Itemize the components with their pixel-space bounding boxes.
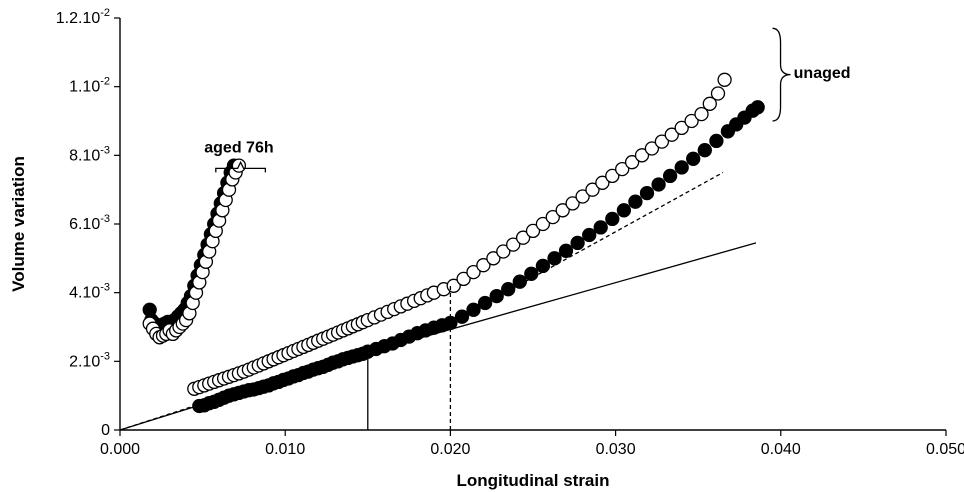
open-circle-point <box>717 72 732 87</box>
open-circle-point <box>545 209 560 225</box>
open-circle-point <box>476 258 491 273</box>
y-tick-label: 4.10-3 <box>69 282 110 302</box>
x-tick-label: 0.010 <box>265 441 305 458</box>
open-circle-point <box>710 86 726 101</box>
filled-circle-point <box>750 100 765 115</box>
dashed-line <box>119 171 724 431</box>
x-tick-label: 0.020 <box>430 441 470 458</box>
open-circle-point <box>664 127 679 142</box>
open-circle-point <box>605 168 620 184</box>
open-circle-point <box>595 175 610 190</box>
open-circle-point <box>486 251 501 266</box>
open-circle-point <box>555 203 570 218</box>
x-tick-label: 0.050 <box>926 441 964 458</box>
filled-circle-point <box>651 177 666 192</box>
aged-brace <box>215 160 267 173</box>
filled-circle-point <box>697 143 712 158</box>
filled-circle-point <box>477 295 493 311</box>
open-circle-point <box>525 223 541 239</box>
unaged-brace <box>772 27 791 122</box>
y-tick-label: 1.10-2 <box>69 76 110 96</box>
y-tick-label-exponent: -2 <box>100 7 110 19</box>
filled-circle-point <box>639 185 655 201</box>
x-tick-label: 0.040 <box>761 441 801 458</box>
y-tick-label-exponent: -3 <box>100 213 110 225</box>
open-circle-point <box>585 182 600 197</box>
filled-circle-point <box>547 251 562 266</box>
open-circle-point <box>634 148 650 163</box>
x-axis-title: Longitudinal strain <box>457 471 610 490</box>
y-tick-label: 6.10-3 <box>69 213 110 233</box>
y-tick-label: 2.10-3 <box>69 350 110 370</box>
open-circle-point <box>496 244 511 259</box>
y-tick-label-base: 2.10 <box>69 353 100 370</box>
y-tick-label-base: 6.10 <box>69 216 100 233</box>
filled-circle-point <box>524 266 539 281</box>
filled-circle-point <box>674 160 689 175</box>
x-tick-label: 0.000 <box>100 441 140 458</box>
filled-circle-point <box>489 288 504 304</box>
y-tick-label-base: 1.2.10 <box>56 10 101 27</box>
y-tick-label: 1.2.10-2 <box>56 7 110 27</box>
filled-circle-point <box>616 203 632 218</box>
open-circle-point <box>615 161 630 177</box>
filled-circle-point <box>535 258 551 274</box>
y-axis-title: Volume variation <box>9 156 28 292</box>
filled-circle-point <box>662 168 678 184</box>
open-circle-point <box>694 106 709 122</box>
open-circle-point <box>466 264 481 280</box>
filled-circle-point <box>686 151 701 166</box>
open-circle-point <box>535 216 551 232</box>
open-circle-point <box>674 120 689 136</box>
open-circle-point <box>624 155 640 170</box>
open-circle-point <box>702 96 717 111</box>
y-tick-label-exponent: -2 <box>100 76 110 88</box>
open-circle-point <box>654 134 670 149</box>
filled-circle-point <box>709 133 724 149</box>
reference-lines <box>119 171 757 431</box>
series-layer <box>142 72 765 414</box>
open-circle-point <box>684 113 699 129</box>
y-tick-label-base: 0 <box>101 422 110 439</box>
open-circle-point <box>456 271 471 287</box>
y-tick-label-exponent: -3 <box>100 282 110 294</box>
y-tick-label-base: 1.10 <box>69 79 100 96</box>
y-tick-label-exponent: -3 <box>100 350 110 362</box>
open-circle-point <box>565 196 580 211</box>
y-tick-label-base: 4.10 <box>69 285 100 302</box>
filled-circle-point <box>570 235 585 251</box>
filled-circle-point <box>593 220 608 235</box>
filled-circle-point <box>558 243 574 258</box>
y-tick-label: 8.10-3 <box>69 144 110 164</box>
filled-circle-point <box>582 227 597 243</box>
filled-circle-point <box>605 211 620 227</box>
aged-label: aged 76h <box>204 140 273 157</box>
open-circle-point <box>644 141 660 156</box>
axes: 0.000 0.010 0.020 0.030 0.040 0.05002.10-34.1… <box>9 7 964 490</box>
open-circle-point <box>575 189 590 204</box>
x-tick-label: 0.030 <box>596 441 636 458</box>
annotations: aged 76h unaged <box>204 27 851 173</box>
open-circle-point <box>506 237 521 252</box>
open-circle-point <box>515 230 531 245</box>
y-tick-label-exponent: -3 <box>100 144 110 156</box>
unaged-label: unaged <box>794 65 851 82</box>
y-tick-label: 0 <box>101 422 110 439</box>
filled-circle-point <box>512 274 527 289</box>
y-tick-label-base: 8.10 <box>69 147 100 164</box>
filled-circle-point <box>628 194 643 209</box>
